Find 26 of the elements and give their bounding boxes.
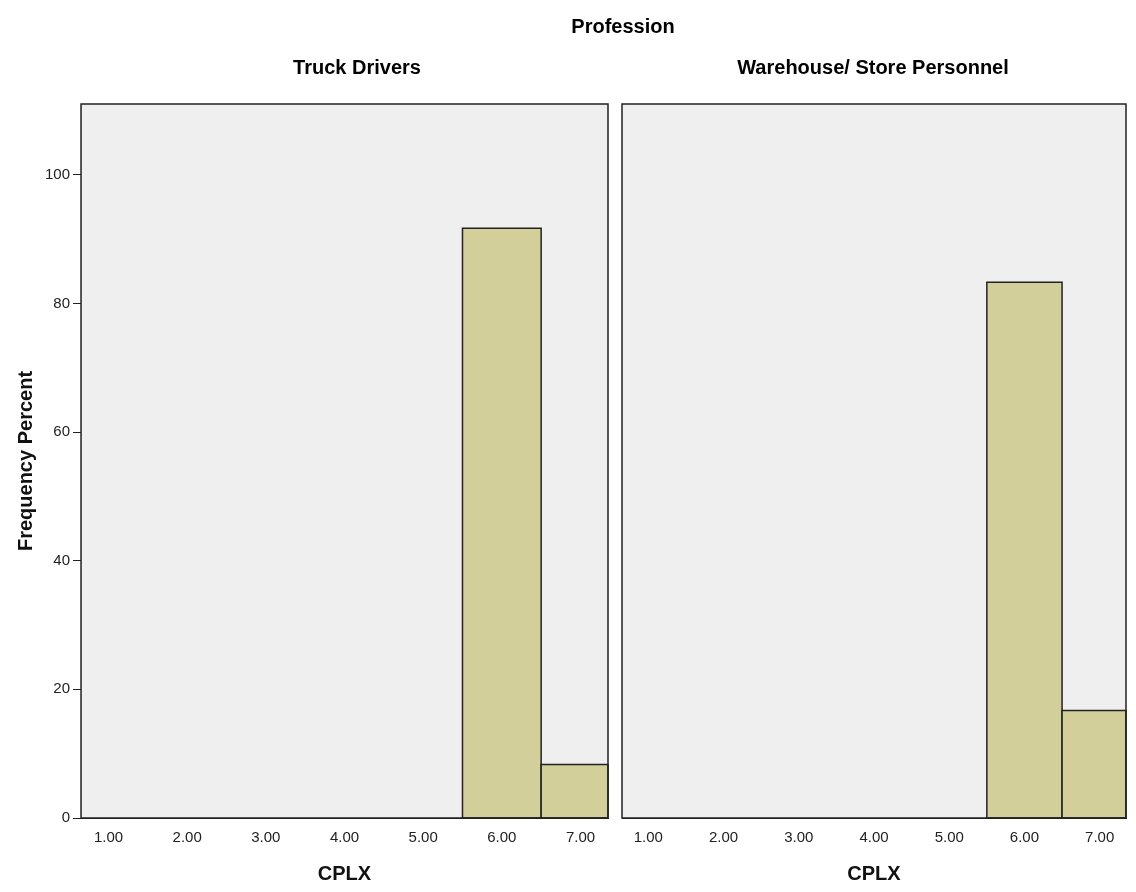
x-tick-label: 6.00 [1009, 828, 1040, 846]
x-axis-title: CPLX [847, 861, 902, 884]
x-axis-title: CPLX [317, 861, 372, 884]
x-tick-label: 4.00 [329, 828, 360, 846]
x-tick-label: 6.00 [487, 828, 517, 846]
x-tick-label: 7.00 [1085, 828, 1115, 846]
x-tick-label: 3.00 [251, 828, 281, 846]
x-tick-label: 1.00 [633, 828, 663, 846]
chart-title: Warehouse/ Store Personnel [736, 55, 1010, 80]
x-tick-label: 1.00 [93, 828, 124, 846]
x-tick-label: 5.00 [408, 828, 438, 846]
y-tick-label: 100 [45, 164, 71, 182]
chart-title: Truck Drivers [292, 55, 422, 80]
y-tick-label: 80 [53, 293, 71, 311]
x-tick-label: 4.00 [859, 828, 889, 846]
y-tick-label: 0 [61, 808, 71, 826]
x-tick-label: 7.00 [565, 828, 596, 846]
x-tick-label: 2.00 [708, 828, 739, 846]
y-tick-label: 40 [53, 550, 71, 568]
x-tick-label: 5.00 [934, 828, 964, 846]
x-tick-label: 3.00 [784, 828, 814, 846]
y-tick-label: 20 [53, 679, 71, 697]
y-tick-label: 60 [53, 422, 71, 440]
y-axis-title: Frequency Percent [13, 370, 36, 552]
text: Profession [571, 14, 675, 38]
x-tick-label: 2.00 [172, 828, 202, 846]
